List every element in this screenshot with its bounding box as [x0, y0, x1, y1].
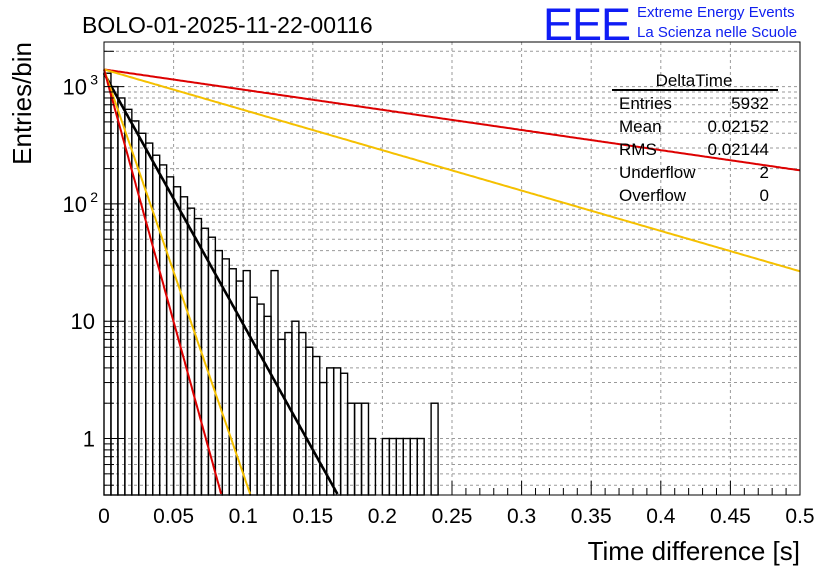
x-tick-label: 0 — [98, 505, 110, 528]
histogram-bar — [103, 72, 112, 496]
chart-title: BOLO-01-2025-11-22-00116 — [82, 12, 373, 38]
histogram-bar — [360, 402, 370, 496]
x-tick-label: 0.25 — [432, 505, 473, 528]
histogram-bar — [186, 207, 196, 496]
histogram-bar — [409, 437, 418, 496]
fit-curve-mid-fast — [103, 69, 252, 495]
fit-curve-fit — [102, 72, 339, 495]
y-tick-label: 1 — [83, 427, 95, 452]
x-tick-label: 0.05 — [153, 505, 194, 528]
x-tick-label: 0.35 — [571, 505, 612, 528]
histogram-bar — [402, 437, 411, 496]
histogram-bar — [332, 367, 342, 496]
stats-entries-label: Entries — [619, 94, 672, 113]
histogram-bar — [430, 402, 439, 496]
eee-subtitle-line1: Extreme Energy Events — [637, 4, 795, 21]
histogram-bars — [103, 72, 439, 496]
y-tick-exponent: 3 — [90, 72, 98, 88]
axis-ticks — [103, 50, 801, 495]
histogram-bar — [381, 437, 391, 496]
stats-underflow-value: 2 — [760, 163, 769, 182]
stats-mean-value: 0.02152 — [708, 117, 769, 136]
x-tick-label: 0.2 — [368, 505, 397, 528]
y-tick-label: 10 — [63, 75, 87, 100]
stats-rms-label: RMS — [619, 140, 657, 159]
fit-curve-mid-slow — [103, 68, 801, 273]
stats-box: DeltaTime Entries 5932 Mean 0.02152 RMS … — [612, 71, 778, 205]
eee-logo: EEE — [543, 0, 631, 50]
stats-mean-label: Mean — [619, 117, 662, 136]
stats-box-title: DeltaTime — [656, 71, 733, 90]
histogram-bar — [158, 164, 168, 496]
histogram-bar — [263, 315, 272, 496]
histogram-bar — [353, 402, 363, 496]
histogram-bar — [346, 402, 356, 496]
x-tick-label: 0.4 — [646, 505, 676, 528]
fit-curve-lower-fast — [103, 69, 223, 495]
stats-underflow-label: Underflow — [619, 163, 696, 182]
eee-subtitle-line2: La Scienza nelle Scuole — [637, 24, 798, 41]
x-tick-label: 0.15 — [292, 505, 333, 528]
histogram-bar — [165, 176, 175, 496]
histogram-bar — [117, 97, 126, 496]
y-tick-label: 10 — [71, 309, 95, 334]
stats-entries-value: 5932 — [731, 94, 769, 113]
histogram-bar — [339, 372, 349, 496]
histogram-bar — [388, 437, 398, 496]
stats-overflow-value: 0 — [760, 186, 769, 205]
y-tick-label: 10 — [63, 192, 87, 217]
x-tick-label: 0.5 — [785, 505, 814, 528]
x-tick-label: 0.45 — [710, 505, 751, 528]
histogram-bar — [277, 338, 286, 496]
y-axis-label: Entries/bin — [7, 42, 37, 165]
x-tick-labels: 0 0.05 0.1 0.15 0.2 0.25 0.3 0.35 0.4 0.45 0.5 — [98, 505, 814, 528]
grid — [104, 42, 800, 495]
histogram-bar — [395, 437, 404, 496]
fit-curve-upper-slow — [103, 68, 801, 172]
x-tick-label: 0.1 — [229, 505, 258, 528]
x-axis-label: Time difference [s] — [588, 536, 800, 566]
y-tick-exponent: 2 — [90, 189, 98, 205]
histogram-bar — [416, 437, 425, 496]
histogram-bar — [367, 437, 377, 496]
fit-curves — [102, 68, 801, 495]
stats-overflow-label: Overflow — [619, 186, 687, 205]
histogram-bar — [305, 346, 314, 496]
x-tick-label: 0.3 — [507, 505, 536, 528]
stats-rms-value: 0.02144 — [708, 140, 769, 159]
